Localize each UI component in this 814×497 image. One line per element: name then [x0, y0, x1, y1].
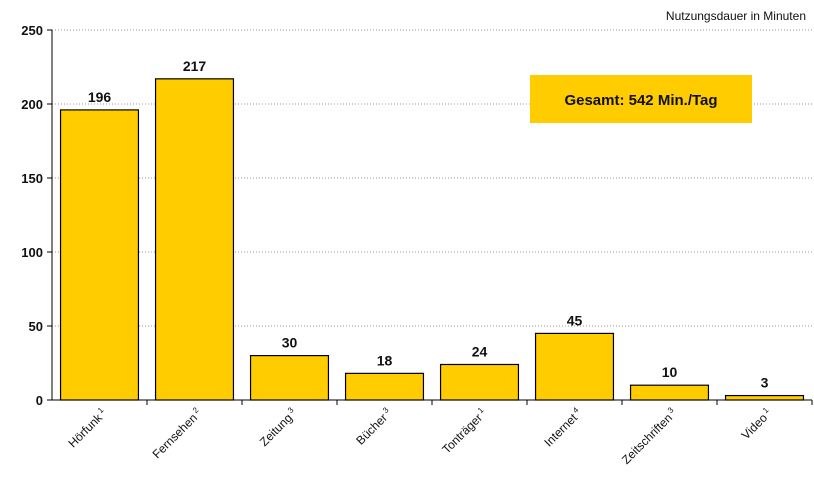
- total-annotation: Gesamt: 542 Min./Tag: [530, 75, 752, 123]
- x-tick-label: Video1: [738, 405, 775, 442]
- y-tick-label: 150: [21, 171, 43, 186]
- x-tick-label: Zeitung3: [256, 405, 300, 449]
- total-annotation-text: Gesamt: 542 Min./Tag: [564, 92, 717, 109]
- x-tick-label: Hörfunk1: [65, 405, 110, 450]
- x-tick-label: Tonträger1: [439, 405, 490, 456]
- bar: [154, 78, 235, 401]
- x-tick-label: Zeitschriften3: [618, 405, 680, 467]
- y-tick-label: 250: [21, 23, 43, 38]
- bar-layer: [59, 78, 805, 401]
- x-tick-label: Bücher3: [353, 405, 395, 447]
- axis-layer: 0 50 100 150 200 250: [21, 23, 813, 408]
- y-tick-label: 0: [36, 393, 43, 408]
- data-label: 3: [761, 375, 769, 391]
- bar: [249, 355, 330, 401]
- data-label: 45: [567, 312, 583, 328]
- x-tick-label: Internet4: [541, 405, 585, 449]
- total-annotation-box: [530, 75, 752, 123]
- y-tick-label: 100: [21, 245, 43, 260]
- bar: [59, 109, 140, 401]
- data-label: 196: [88, 89, 112, 105]
- bar: [724, 394, 805, 401]
- y-tick-label: 200: [21, 97, 43, 112]
- data-label: 30: [282, 335, 298, 351]
- y-tick-label: 50: [29, 319, 43, 334]
- data-label: 10: [662, 364, 678, 380]
- bar: [629, 384, 710, 401]
- bar: [344, 372, 425, 401]
- data-label: 217: [183, 58, 207, 74]
- x-tick-label: Fernsehen2: [149, 405, 205, 461]
- bar: [439, 363, 520, 401]
- data-label: 24: [472, 343, 488, 359]
- y-axis-unit-label: Nutzungsdauer in Minuten: [666, 9, 806, 23]
- bar: [534, 332, 615, 401]
- data-label: 18: [377, 352, 393, 368]
